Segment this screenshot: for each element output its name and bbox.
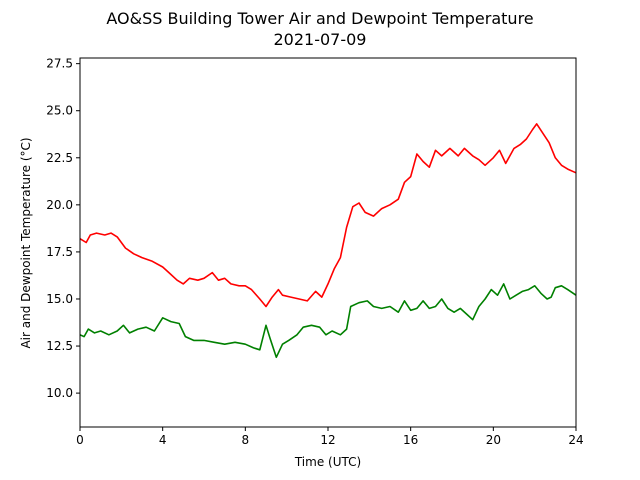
x-tick-label: 16 xyxy=(403,433,418,447)
x-tick-label: 8 xyxy=(242,433,250,447)
x-axis-label: Time (UTC) xyxy=(294,455,361,469)
y-tick-label: 20.0 xyxy=(46,198,73,212)
y-tick-label: 27.5 xyxy=(46,57,73,71)
y-axis-label: Air and Dewpoint Temperature (°C) xyxy=(19,137,33,348)
y-tick-label: 25.0 xyxy=(46,104,73,118)
y-tick-label: 12.5 xyxy=(46,339,73,353)
series-layer xyxy=(79,123,577,359)
y-tick-label: 22.5 xyxy=(46,151,73,165)
series-line-1 xyxy=(79,123,577,308)
x-tick-label: 4 xyxy=(159,433,167,447)
x-axis: 0 4 8 12 16 20 24 xyxy=(76,427,584,447)
x-tick-label: 12 xyxy=(320,433,335,447)
y-tick-label: 15.0 xyxy=(46,292,73,306)
chart-subtitle: 2021-07-09 xyxy=(274,30,367,49)
x-tick-label: 24 xyxy=(568,433,583,447)
chart-title: AO&SS Building Tower Air and Dewpoint Te… xyxy=(106,9,533,28)
y-tick-label: 10.0 xyxy=(46,386,73,400)
x-tick-label: 0 xyxy=(76,433,84,447)
series-line-2 xyxy=(79,283,577,359)
x-tick-label: 20 xyxy=(486,433,501,447)
y-tick-label: 17.5 xyxy=(46,245,73,259)
y-axis: 10.0 12.5 15.0 17.5 20.0 22.5 25.0 27.5 xyxy=(46,57,80,400)
